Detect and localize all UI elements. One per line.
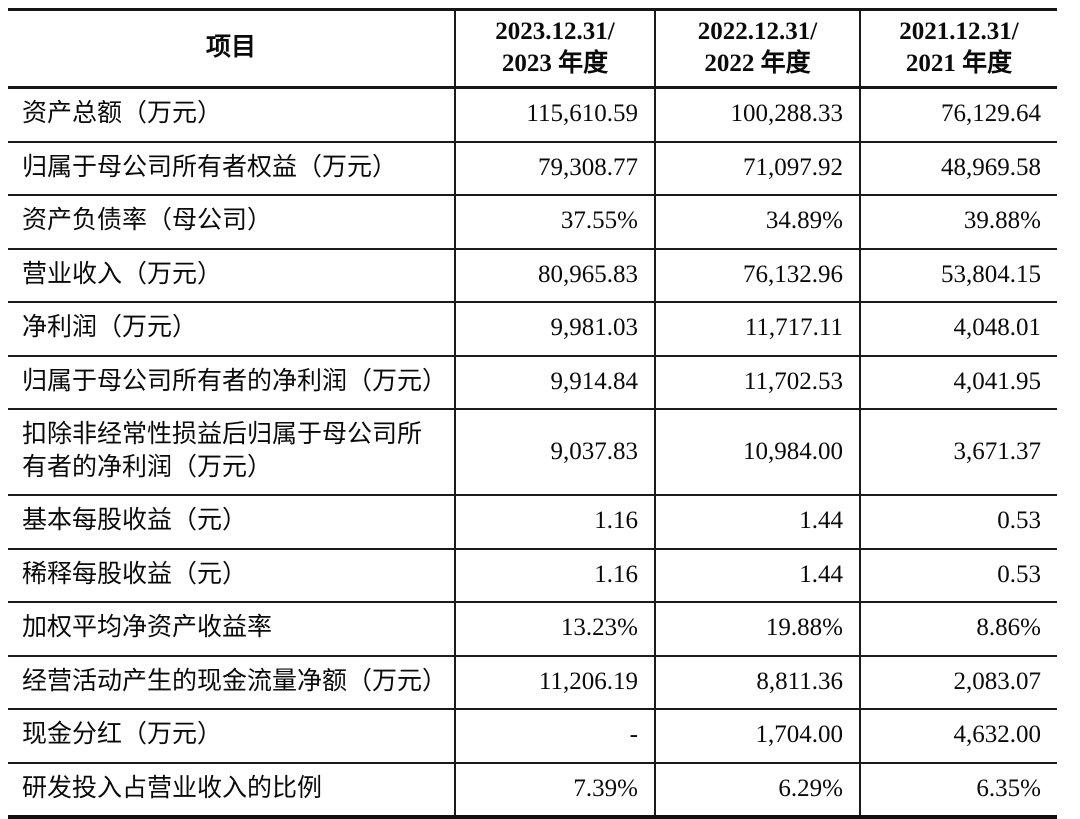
cell-value: 0.53 bbox=[859, 495, 1057, 550]
cell-value: 11,206.19 bbox=[454, 655, 655, 710]
column-header-2023: 2023.12.31/ 2023 年度 bbox=[454, 9, 655, 89]
cell-value: 4,632.00 bbox=[859, 709, 1057, 764]
table-row: 基本每股收益（元） 1.16 1.44 0.53 bbox=[8, 495, 1057, 550]
row-label: 资产总额（万元） bbox=[8, 87, 455, 143]
table-row: 归属于母公司所有者权益（万元） 79,308.77 71,097.92 48,9… bbox=[8, 141, 1057, 196]
header-date-line: 2021.12.31/ bbox=[899, 18, 1019, 45]
row-label: 净利润（万元） bbox=[8, 302, 455, 357]
cell-value: 6.35% bbox=[859, 762, 1057, 819]
table-row: 资产总额（万元） 115,610.59 100,288.33 76,129.64 bbox=[8, 87, 1057, 143]
row-label: 营业收入（万元） bbox=[8, 248, 455, 303]
header-year-line: 2023 年度 bbox=[501, 50, 609, 77]
row-label: 扣除非经常性损益后归属于母公司所有者的净利润（万元） bbox=[8, 409, 455, 496]
cell-value: 39.88% bbox=[859, 195, 1057, 250]
column-header-2022: 2022.12.31/ 2022 年度 bbox=[654, 9, 860, 89]
cell-value: 34.89% bbox=[654, 195, 860, 250]
row-label: 资产负债率（母公司） bbox=[8, 195, 455, 250]
financial-summary-table: 项目 2023.12.31/ 2023 年度 2022.12.31/ 2022 … bbox=[8, 8, 1057, 819]
row-label: 现金分红（万元） bbox=[8, 709, 455, 764]
cell-value: 9,981.03 bbox=[454, 302, 655, 357]
cell-value: - bbox=[454, 709, 655, 764]
cell-value: 80,965.83 bbox=[454, 248, 655, 303]
cell-value: 48,969.58 bbox=[859, 141, 1057, 196]
cell-value: 9,037.83 bbox=[454, 409, 655, 496]
header-year-line: 2021 年度 bbox=[905, 50, 1013, 77]
table-row: 加权平均净资产收益率 13.23% 19.88% 8.86% bbox=[8, 602, 1057, 657]
cell-value: 4,048.01 bbox=[859, 302, 1057, 357]
header-year-line: 2022 年度 bbox=[704, 50, 811, 77]
cell-value: 37.55% bbox=[454, 195, 655, 250]
cell-value: 1.16 bbox=[454, 495, 655, 550]
table-row: 净利润（万元） 9,981.03 11,717.11 4,048.01 bbox=[8, 302, 1057, 357]
table-row: 资产负债率（母公司） 37.55% 34.89% 39.88% bbox=[8, 195, 1057, 250]
cell-value: 76,132.96 bbox=[654, 248, 860, 303]
cell-value: 1.44 bbox=[654, 548, 860, 603]
row-label: 加权平均净资产收益率 bbox=[8, 602, 455, 657]
row-label: 稀释每股收益（元） bbox=[8, 548, 455, 603]
cell-value: 10,984.00 bbox=[654, 409, 860, 496]
table-row: 研发投入占营业收入的比例 7.39% 6.29% 6.35% bbox=[8, 762, 1057, 819]
cell-value: 53,804.15 bbox=[859, 248, 1057, 303]
cell-value: 1.16 bbox=[454, 548, 655, 603]
row-label: 研发投入占营业收入的比例 bbox=[8, 762, 455, 819]
table-row: 扣除非经常性损益后归属于母公司所有者的净利润（万元） 9,037.83 10,9… bbox=[8, 409, 1057, 496]
cell-value: 79,308.77 bbox=[454, 141, 655, 196]
cell-value: 100,288.33 bbox=[654, 87, 860, 143]
row-label: 基本每股收益（元） bbox=[8, 495, 455, 550]
cell-value: 1,704.00 bbox=[654, 709, 860, 764]
header-date-line: 2022.12.31/ bbox=[697, 18, 818, 45]
cell-value: 1.44 bbox=[654, 495, 860, 550]
cell-value: 2,083.07 bbox=[859, 655, 1057, 710]
table-row: 稀释每股收益（元） 1.16 1.44 0.53 bbox=[8, 548, 1057, 603]
cell-value: 9,914.84 bbox=[454, 355, 655, 410]
row-label: 归属于母公司所有者的净利润（万元） bbox=[8, 355, 455, 410]
cell-value: 0.53 bbox=[859, 548, 1057, 603]
cell-value: 3,671.37 bbox=[859, 409, 1057, 496]
row-label: 经营活动产生的现金流量净额（万元） bbox=[8, 655, 455, 710]
cell-value: 6.29% bbox=[654, 762, 860, 819]
table-row: 营业收入（万元） 80,965.83 76,132.96 53,804.15 bbox=[8, 248, 1057, 303]
cell-value: 19.88% bbox=[654, 602, 860, 657]
cell-value: 8.86% bbox=[859, 602, 1057, 657]
cell-value: 7.39% bbox=[454, 762, 655, 819]
cell-value: 71,097.92 bbox=[654, 141, 860, 196]
cell-value: 11,702.53 bbox=[654, 355, 860, 410]
cell-value: 4,041.95 bbox=[859, 355, 1057, 410]
cell-value: 13.23% bbox=[454, 602, 655, 657]
cell-value: 115,610.59 bbox=[454, 87, 655, 143]
column-header-2021: 2021.12.31/ 2021 年度 bbox=[859, 9, 1057, 89]
financial-summary-table-wrap: 项目 2023.12.31/ 2023 年度 2022.12.31/ 2022 … bbox=[8, 8, 1057, 819]
cell-value: 8,811.36 bbox=[654, 655, 860, 710]
table-row: 现金分红（万元） - 1,704.00 4,632.00 bbox=[8, 709, 1057, 764]
table-row: 归属于母公司所有者的净利润（万元） 9,914.84 11,702.53 4,0… bbox=[8, 355, 1057, 410]
cell-value: 76,129.64 bbox=[859, 87, 1057, 143]
row-label: 归属于母公司所有者权益（万元） bbox=[8, 141, 455, 196]
table-row: 经营活动产生的现金流量净额（万元） 11,206.19 8,811.36 2,0… bbox=[8, 655, 1057, 710]
cell-value: 11,717.11 bbox=[654, 302, 860, 357]
header-date-line: 2023.12.31/ bbox=[495, 18, 615, 45]
header-row: 项目 2023.12.31/ 2023 年度 2022.12.31/ 2022 … bbox=[8, 9, 1057, 89]
column-header-item: 项目 bbox=[8, 9, 455, 89]
